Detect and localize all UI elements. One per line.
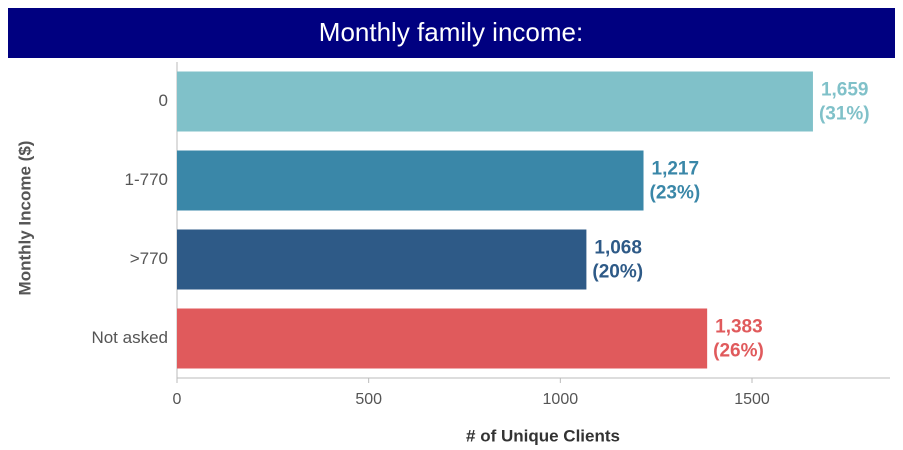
bar (177, 308, 708, 369)
share-label: (20%) (592, 262, 643, 283)
bar (177, 150, 644, 211)
x-axis-label: # of Unique Clients (466, 426, 620, 445)
x-tick-label: 1500 (734, 391, 770, 408)
value-label: 1,659 (821, 80, 869, 101)
title-banner (8, 8, 895, 58)
y-axis-label: Monthly Income ($) (15, 141, 34, 296)
x-tick-label: 500 (355, 391, 382, 408)
value-label: 1,068 (594, 238, 642, 259)
bar (177, 229, 587, 290)
y-tick-label: Not asked (91, 328, 168, 347)
share-label: (31%) (819, 104, 870, 125)
chart-title: Monthly family income: (319, 17, 583, 47)
bar (177, 71, 813, 132)
share-label: (26%) (713, 341, 764, 362)
y-tick-label: 0 (159, 91, 168, 110)
x-tick-label: 0 (173, 391, 182, 408)
y-tick-label: 1-770 (125, 170, 168, 189)
value-label: 1,383 (715, 317, 763, 338)
x-tick-label: 1000 (543, 391, 579, 408)
y-tick-label: >770 (130, 249, 168, 268)
value-label: 1,217 (652, 159, 700, 180)
share-label: (23%) (650, 183, 701, 204)
